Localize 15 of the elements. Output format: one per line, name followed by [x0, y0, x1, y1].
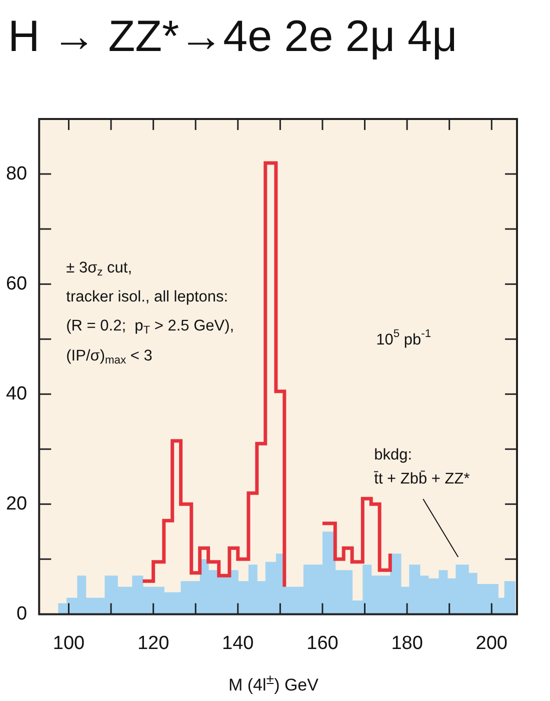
y-tick-label: 60	[6, 273, 28, 294]
x-tick-label: 160	[306, 632, 338, 654]
y-tick-label: 80	[6, 163, 28, 184]
x-tick-label: 120	[137, 632, 170, 654]
x-tick-label: 140	[222, 632, 254, 654]
y-tick-label: 20	[6, 493, 28, 514]
chart-title: H → ZZ*→4e 2e 2μ 4μ	[8, 12, 458, 62]
annotation: tracker isol., all leptons:	[66, 288, 228, 306]
x-tick-label: 100	[52, 632, 85, 654]
x-tick-label: 180	[391, 632, 423, 654]
y-tick-label: 40	[6, 383, 28, 404]
x-tick-label: 200	[476, 632, 508, 654]
annotation: bkdg: t̄t + Zbb̄ + ZZ*	[373, 446, 470, 488]
x-axis-title: M (4l$^{±}$) GeV	[228, 672, 320, 696]
y-tick-label: 0	[16, 603, 28, 624]
